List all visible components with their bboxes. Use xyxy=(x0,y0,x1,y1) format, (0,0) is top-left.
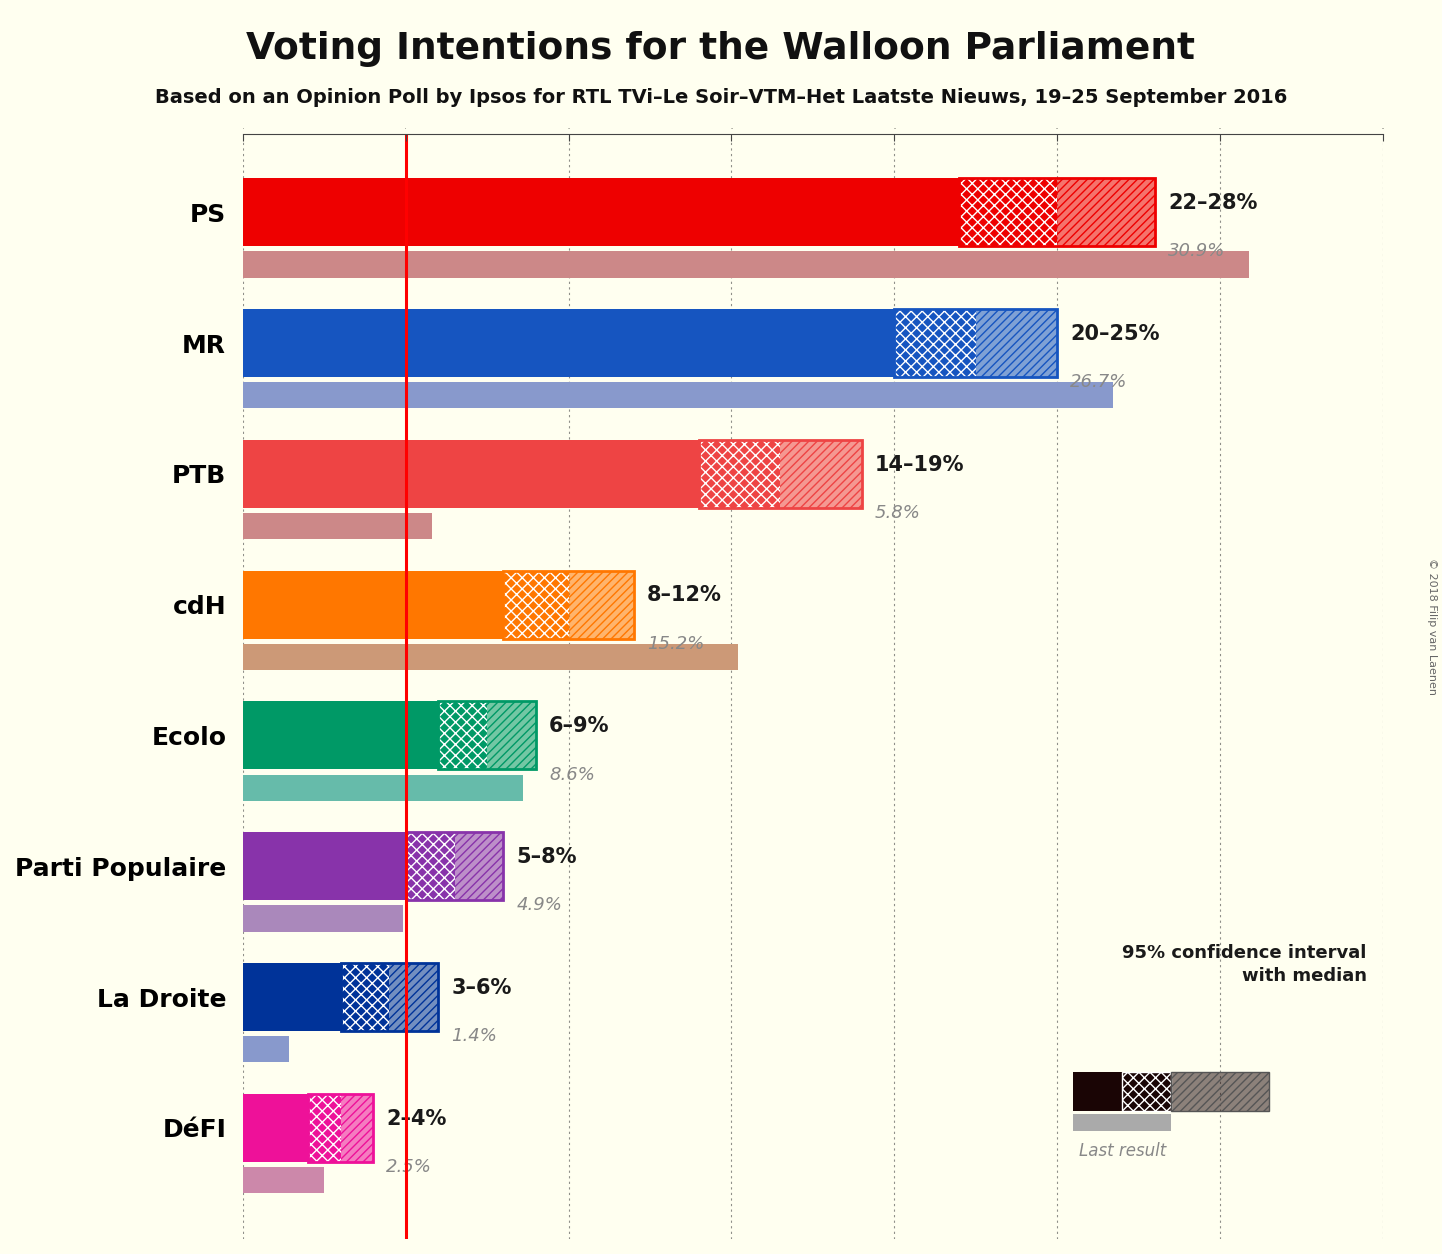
Bar xyxy=(405,833,503,900)
Bar xyxy=(487,701,536,770)
Bar xyxy=(242,382,1113,409)
Bar xyxy=(1122,1072,1171,1111)
Bar xyxy=(405,833,454,900)
Bar xyxy=(487,701,536,770)
Bar xyxy=(242,513,431,539)
Bar xyxy=(242,775,523,801)
Bar xyxy=(959,178,1057,246)
Bar xyxy=(894,308,976,377)
Text: 95% confidence interval
with median: 95% confidence interval with median xyxy=(1122,943,1367,986)
Text: 4.9%: 4.9% xyxy=(516,897,562,914)
Bar xyxy=(959,178,1057,246)
Bar xyxy=(242,178,959,246)
Bar xyxy=(438,701,487,770)
Text: 8–12%: 8–12% xyxy=(647,586,721,606)
Text: 1.4%: 1.4% xyxy=(451,1027,497,1046)
Bar xyxy=(242,1093,309,1161)
Text: 6–9%: 6–9% xyxy=(549,716,610,736)
Bar xyxy=(780,440,862,508)
Bar xyxy=(1171,1072,1269,1111)
Bar xyxy=(242,308,894,377)
Text: 2–4%: 2–4% xyxy=(386,1109,447,1129)
Bar xyxy=(780,440,862,508)
Bar xyxy=(242,440,699,508)
Bar xyxy=(699,440,862,508)
Bar xyxy=(340,963,389,1031)
Bar xyxy=(242,1167,324,1194)
Bar xyxy=(340,1093,373,1161)
Bar xyxy=(340,1093,373,1161)
Bar xyxy=(242,571,503,638)
Bar xyxy=(389,963,438,1031)
Bar xyxy=(1073,1114,1171,1131)
Bar xyxy=(242,833,405,900)
Bar xyxy=(340,963,389,1031)
Bar xyxy=(309,1093,340,1161)
Text: 26.7%: 26.7% xyxy=(1070,374,1128,391)
Bar xyxy=(1171,1072,1269,1111)
Text: 5–8%: 5–8% xyxy=(516,846,577,867)
Bar xyxy=(568,571,633,638)
Bar xyxy=(976,308,1057,377)
Text: Last result: Last result xyxy=(1079,1142,1167,1160)
Text: Based on an Opinion Poll by Ipsos for RTL TVi–Le Soir–VTM–Het Laatste Nieuws, 19: Based on an Opinion Poll by Ipsos for RT… xyxy=(154,88,1288,107)
Text: 20–25%: 20–25% xyxy=(1070,324,1159,344)
Text: © 2018 Filip van Laenen: © 2018 Filip van Laenen xyxy=(1428,558,1436,696)
Text: Voting Intentions for the Walloon Parliament: Voting Intentions for the Walloon Parlia… xyxy=(247,31,1195,68)
Bar xyxy=(503,571,568,638)
Bar xyxy=(405,833,454,900)
Bar xyxy=(1073,1072,1171,1111)
Bar xyxy=(1057,178,1155,246)
Bar xyxy=(454,833,503,900)
Bar xyxy=(454,833,503,900)
Text: 14–19%: 14–19% xyxy=(875,455,965,475)
Bar xyxy=(242,643,738,670)
Text: 5.8%: 5.8% xyxy=(875,504,920,522)
Bar xyxy=(976,308,1057,377)
Bar xyxy=(1057,178,1155,246)
Text: 15.2%: 15.2% xyxy=(647,635,704,653)
Bar xyxy=(438,701,487,770)
Bar xyxy=(438,701,536,770)
Bar xyxy=(242,905,402,932)
Bar xyxy=(242,1036,288,1062)
Text: 2.5%: 2.5% xyxy=(386,1157,433,1176)
Text: 30.9%: 30.9% xyxy=(1168,242,1226,261)
Bar xyxy=(242,701,438,770)
Bar xyxy=(699,440,780,508)
Text: 3–6%: 3–6% xyxy=(451,978,512,998)
Bar xyxy=(340,963,438,1031)
Bar xyxy=(503,571,568,638)
Bar xyxy=(894,308,976,377)
Bar xyxy=(959,178,1155,246)
Text: 22–28%: 22–28% xyxy=(1168,193,1257,213)
Bar xyxy=(568,571,633,638)
Bar xyxy=(699,440,780,508)
Bar xyxy=(389,963,438,1031)
Bar xyxy=(309,1093,340,1161)
Bar xyxy=(894,308,1057,377)
Bar xyxy=(309,1093,373,1161)
Bar xyxy=(242,963,340,1031)
Bar xyxy=(242,252,1249,277)
Bar xyxy=(503,571,633,638)
Text: 8.6%: 8.6% xyxy=(549,766,596,784)
